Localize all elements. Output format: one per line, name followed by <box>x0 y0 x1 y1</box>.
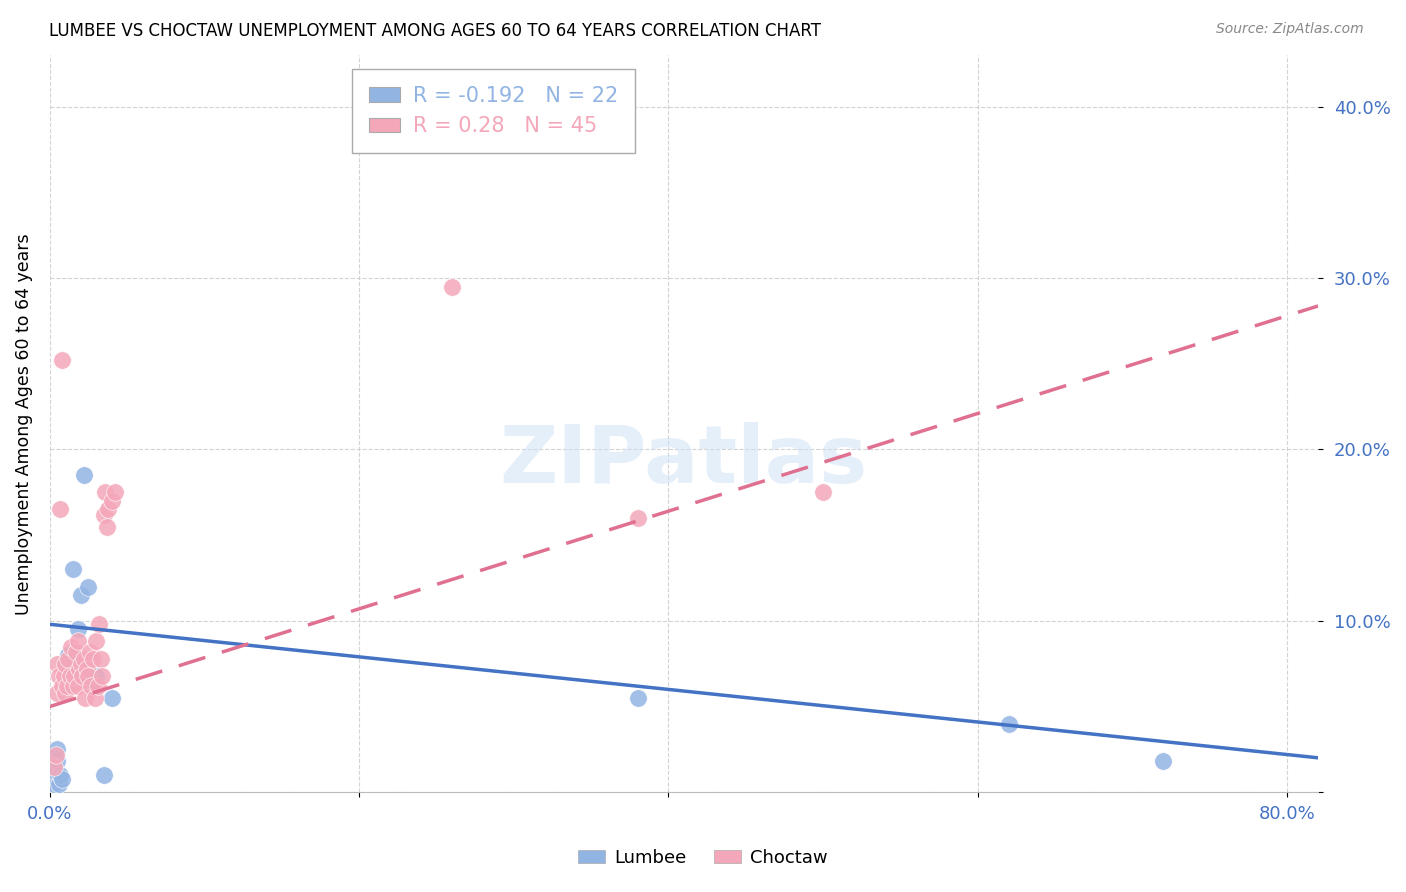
Point <box>55 679 77 693</box>
Point <box>80 679 103 693</box>
Point <box>76 662 98 676</box>
Point <box>58 651 80 665</box>
Point <box>94 485 117 500</box>
Point <box>62 562 84 576</box>
Point <box>626 511 648 525</box>
Point <box>89 617 111 632</box>
Point <box>100 691 122 706</box>
Point <box>997 716 1019 731</box>
Point <box>75 691 97 706</box>
Point <box>44 759 66 773</box>
Point <box>51 353 73 368</box>
Point <box>91 669 114 683</box>
Point <box>44 759 66 773</box>
Point <box>93 508 115 522</box>
Point <box>66 679 89 693</box>
Point <box>84 634 107 648</box>
Point <box>53 657 76 671</box>
Point <box>45 747 67 762</box>
Point <box>70 669 93 683</box>
Point <box>93 768 115 782</box>
Point <box>65 645 87 659</box>
Point <box>69 588 91 602</box>
Point <box>46 755 69 769</box>
Point <box>46 657 69 671</box>
Point <box>626 691 648 706</box>
Point <box>100 493 122 508</box>
Point <box>77 580 100 594</box>
Text: ZIPatlas: ZIPatlas <box>499 422 868 500</box>
Point <box>104 485 127 500</box>
Point <box>73 468 96 483</box>
Point <box>45 764 67 779</box>
Text: Source: ZipAtlas.com: Source: ZipAtlas.com <box>1216 22 1364 37</box>
Point <box>811 485 834 500</box>
Point <box>51 772 73 786</box>
Point <box>77 669 100 683</box>
Text: LUMBEE VS CHOCTAW UNEMPLOYMENT AMONG AGES 60 TO 64 YEARS CORRELATION CHART: LUMBEE VS CHOCTAW UNEMPLOYMENT AMONG AGE… <box>49 22 821 40</box>
Y-axis label: Unemployment Among Ages 60 to 64 years: Unemployment Among Ages 60 to 64 years <box>15 233 32 615</box>
Point <box>69 657 91 671</box>
Point <box>48 669 70 683</box>
Point <box>440 279 463 293</box>
Legend: R = -0.192   N = 22, R = 0.28   N = 45: R = -0.192 N = 22, R = 0.28 N = 45 <box>353 70 634 153</box>
Point <box>1152 755 1174 769</box>
Point <box>84 669 107 683</box>
Point <box>86 679 108 693</box>
Point <box>79 645 101 659</box>
Legend: Lumbee, Choctaw: Lumbee, Choctaw <box>571 842 835 874</box>
Point <box>96 519 118 533</box>
Point <box>53 657 76 671</box>
Point <box>58 648 80 662</box>
Point <box>60 640 83 654</box>
Point <box>51 679 73 693</box>
Point <box>67 662 90 676</box>
Point <box>59 669 82 683</box>
Point <box>82 673 104 688</box>
Point <box>48 777 70 791</box>
Point <box>46 686 69 700</box>
Point <box>49 502 72 516</box>
Point <box>97 502 120 516</box>
Point <box>52 669 75 683</box>
Point <box>62 679 84 693</box>
Point <box>73 651 96 665</box>
Point <box>44 777 66 791</box>
Point <box>46 742 69 756</box>
Point <box>90 651 112 665</box>
Point <box>53 686 76 700</box>
Point <box>49 768 72 782</box>
Point <box>82 651 104 665</box>
Point <box>66 623 89 637</box>
Point <box>63 669 86 683</box>
Point <box>83 691 105 706</box>
Point <box>66 634 89 648</box>
